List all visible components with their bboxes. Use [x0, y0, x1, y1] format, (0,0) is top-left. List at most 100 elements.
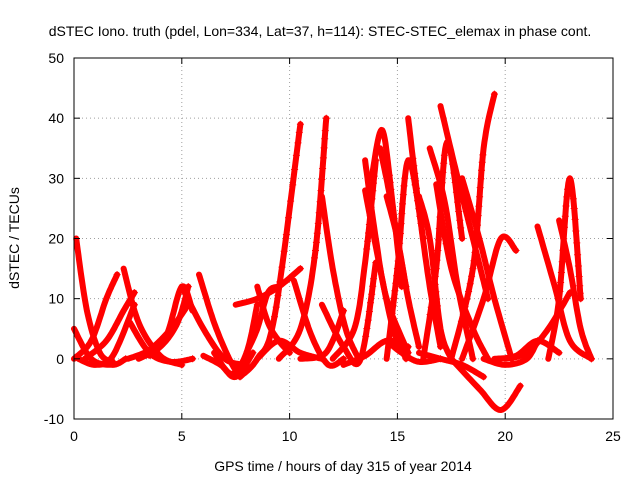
data-point	[312, 247, 319, 254]
data-point	[428, 296, 436, 304]
series-line	[211, 301, 261, 377]
data-point	[558, 258, 566, 266]
data-point	[319, 154, 327, 162]
data-point	[471, 248, 479, 256]
data-point	[435, 236, 443, 244]
data-point	[364, 237, 372, 245]
data-point	[512, 247, 520, 254]
data-point	[399, 191, 407, 199]
data-point	[470, 257, 478, 265]
data-point	[389, 302, 397, 310]
data-layer	[71, 90, 595, 413]
data-point	[478, 158, 486, 166]
series-line	[318, 193, 362, 362]
series-line	[491, 337, 563, 362]
data-point	[466, 280, 474, 288]
data-point	[340, 355, 347, 363]
data-point	[440, 159, 448, 167]
data-point	[432, 265, 440, 273]
data-point	[477, 175, 485, 183]
data-point	[576, 282, 584, 290]
x-tick-label: 0	[70, 428, 78, 444]
y-tick-label: 20	[48, 231, 64, 247]
data-point	[429, 288, 437, 296]
data-point	[394, 257, 402, 265]
chart-title: dSTEC Iono. truth (pdel, Lon=334, Lat=37…	[49, 23, 592, 39]
data-point	[392, 279, 400, 287]
data-point	[476, 193, 484, 201]
series-line	[437, 103, 491, 302]
series-line	[383, 193, 422, 350]
y-tick-label: 40	[48, 110, 64, 126]
data-point	[370, 179, 377, 187]
data-point	[457, 224, 465, 232]
data-point	[317, 187, 325, 195]
data-point	[480, 373, 488, 381]
data-point	[571, 215, 579, 223]
data-point	[441, 233, 449, 241]
data-point	[457, 317, 465, 325]
data-point	[321, 135, 329, 143]
data-point	[274, 291, 282, 299]
data-point	[363, 245, 371, 253]
data-point	[410, 162, 418, 170]
data-point	[294, 139, 302, 147]
series-line	[433, 181, 491, 362]
series-line	[297, 307, 347, 362]
data-point	[272, 303, 280, 311]
data-point	[399, 200, 406, 208]
data-point	[426, 311, 434, 318]
data-point	[319, 165, 327, 172]
data-point	[311, 254, 318, 262]
data-point	[275, 283, 283, 291]
data-point	[456, 216, 464, 224]
data-point	[475, 202, 483, 210]
data-point	[322, 114, 330, 122]
data-point	[189, 355, 197, 363]
data-point	[396, 230, 404, 237]
data-point	[427, 303, 435, 311]
data-point	[312, 238, 320, 246]
data-point	[398, 210, 406, 218]
x-axis-label: GPS time / hours of day 315 of year 2014	[214, 458, 472, 474]
data-point	[461, 303, 469, 311]
data-point	[412, 177, 420, 185]
data-point	[113, 271, 121, 279]
data-point	[575, 273, 583, 280]
data-point	[395, 248, 403, 256]
series-line	[534, 223, 595, 362]
data-point	[362, 332, 370, 340]
data-point	[391, 287, 399, 295]
data-point	[390, 294, 398, 302]
data-point	[289, 181, 297, 189]
data-point	[321, 127, 329, 135]
series-line	[556, 217, 595, 362]
series-line	[448, 355, 524, 413]
data-point	[587, 355, 595, 363]
data-point	[430, 280, 438, 288]
data-point	[433, 302, 441, 310]
data-arc-40	[459, 233, 520, 362]
data-point	[292, 151, 300, 159]
data-point	[574, 251, 582, 259]
data-point	[295, 128, 303, 136]
series-line	[362, 187, 409, 362]
series-line	[459, 175, 515, 362]
data-point	[388, 309, 396, 317]
data-point	[476, 184, 484, 192]
data-point	[434, 247, 442, 254]
data-point	[314, 219, 322, 227]
data-point	[433, 256, 441, 264]
data-point	[465, 288, 473, 295]
data-point	[440, 151, 448, 159]
series-line	[127, 319, 196, 365]
data-point	[249, 349, 257, 357]
data-arc-32	[405, 115, 444, 351]
data-point	[557, 269, 565, 276]
data-point	[409, 154, 417, 162]
data-point	[368, 290, 376, 298]
series-line	[243, 283, 282, 356]
series-line	[75, 301, 138, 368]
data-arc-36	[433, 181, 492, 363]
